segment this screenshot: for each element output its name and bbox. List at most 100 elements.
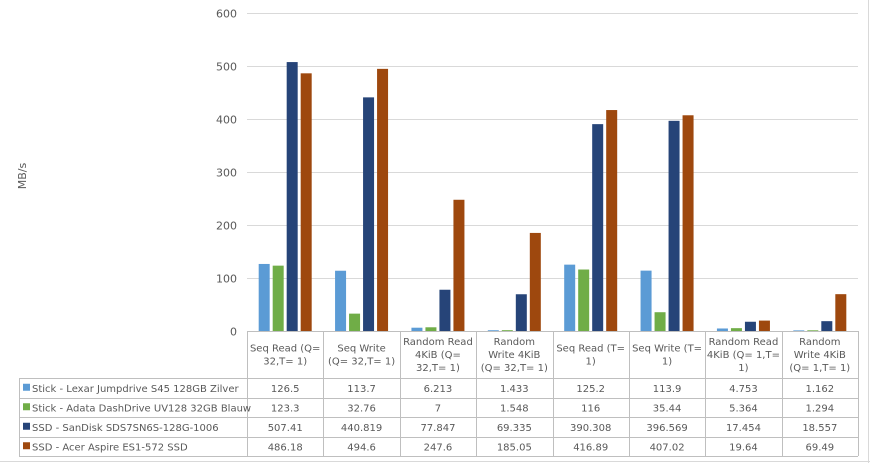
bar [501, 330, 513, 331]
legend-label: SSD - Acer Aspire ES1-572 SSD [32, 442, 188, 453]
y-axis-label: MB/s [16, 162, 29, 189]
category-label: 1) [662, 357, 672, 368]
category-label: Random Read [709, 337, 779, 348]
bar [425, 327, 437, 331]
table-cell: 4.753 [729, 384, 758, 395]
bar [487, 330, 499, 331]
table-cell: 113.7 [347, 384, 376, 395]
table-cell: 185.05 [497, 442, 532, 453]
category-label: (Q= 32,T= 1) [481, 363, 548, 374]
gridlines [247, 13, 858, 279]
bar [564, 264, 576, 331]
table-cell: 19.64 [729, 442, 758, 453]
bars [258, 62, 847, 332]
table-cell: 494.6 [347, 442, 376, 453]
bar [654, 312, 666, 331]
category-label: 1) [738, 363, 748, 374]
category-label: 32,T= 1) [263, 357, 307, 368]
table-cell: 1.433 [500, 384, 529, 395]
table-cell: 1.162 [805, 384, 834, 395]
bar [335, 270, 347, 331]
bar [272, 265, 284, 331]
table-cell: 5.364 [729, 403, 758, 414]
table-cell: 69.49 [805, 442, 834, 453]
table-cell: 416.89 [573, 442, 608, 453]
legend-key [23, 422, 30, 430]
bar [377, 68, 389, 331]
table-cell: 507.41 [268, 423, 303, 434]
category-label: Seq Write [337, 344, 385, 355]
table-cell: 440.819 [341, 423, 382, 434]
bar [793, 330, 805, 331]
category-label: 32,T= 1) [416, 363, 460, 374]
table-cell: 1.548 [500, 403, 529, 414]
category-label: 4KiB (Q= 1,T= [707, 350, 780, 361]
bar [835, 294, 847, 331]
legend-label: SSD - SanDisk SDS7SN6S-128G-1006 [32, 423, 219, 434]
bar [439, 289, 451, 331]
table-cell: 125.2 [576, 384, 605, 395]
category-label: Seq Read (Q= [250, 344, 320, 355]
category-label: (Q= 32,T= 1) [328, 357, 395, 368]
bar [453, 199, 465, 331]
bar [640, 270, 652, 331]
table-cell: 1.294 [805, 403, 834, 414]
bar [606, 110, 618, 331]
bar [286, 62, 298, 332]
y-tick-label: 0 [230, 326, 237, 339]
table-cell: 390.308 [570, 423, 611, 434]
category-label: Seq Read (T= [556, 344, 625, 355]
bar [349, 313, 361, 331]
bar [529, 232, 541, 331]
bar [592, 124, 604, 332]
bar [300, 73, 312, 332]
table-cell: 126.5 [271, 384, 300, 395]
y-tick-label: 200 [216, 220, 237, 233]
legend-key [23, 403, 30, 411]
bar [363, 97, 375, 331]
legend-key [23, 442, 30, 450]
table-cell: 77.847 [420, 423, 455, 434]
category-label: Random Read [403, 337, 473, 348]
table-cell: 113.9 [653, 384, 682, 395]
table-cell: 7 [435, 403, 441, 414]
table-cell: 6.213 [424, 384, 453, 395]
table-cell: 69.335 [497, 423, 532, 434]
bar [515, 294, 527, 331]
bar [716, 328, 728, 331]
bar [807, 330, 819, 331]
category-label: Random [799, 337, 840, 348]
bar [730, 328, 742, 331]
table-cell: 18.557 [802, 423, 837, 434]
bar [758, 320, 770, 331]
data-table: Seq Read (Q= 32,T= 1) Seq Write (Q= 32,T= 1… [19, 331, 859, 457]
category-label: 1) [586, 357, 596, 368]
table-cell: 35.44 [653, 403, 682, 414]
bar [258, 263, 270, 331]
bar [578, 269, 590, 331]
y-tick-label: 100 [216, 273, 237, 286]
bar [411, 327, 423, 331]
bar [744, 321, 756, 331]
category-label: 4KiB (Q= [415, 350, 461, 361]
table-cell: 32.76 [347, 403, 376, 414]
table-cell: 486.18 [268, 442, 303, 453]
table-cell: 17.454 [726, 423, 761, 434]
table-cell: 407.02 [650, 442, 685, 453]
y-axis-ticks: 0 100 200 300 400 500 600 [216, 8, 237, 339]
table-cell: 247.6 [424, 442, 453, 453]
y-tick-label: 600 [216, 8, 237, 21]
legend-label: Stick - Lexar Jumpdrive S45 128GB Zilver [32, 384, 239, 395]
table-cell: 396.569 [646, 423, 687, 434]
legend-label: Stick - Adata DashDrive UV128 32GB Blauw [32, 403, 251, 414]
y-tick-label: 500 [216, 61, 237, 74]
table-cell: 116 [581, 403, 600, 414]
table-cell: 123.3 [271, 403, 300, 414]
y-tick-label: 400 [216, 114, 237, 127]
category-label: Write 4KiB [488, 350, 540, 361]
legend-key [23, 383, 30, 391]
bar [682, 115, 694, 331]
bar [668, 120, 680, 332]
category-label: Seq Write (T= [632, 344, 702, 355]
